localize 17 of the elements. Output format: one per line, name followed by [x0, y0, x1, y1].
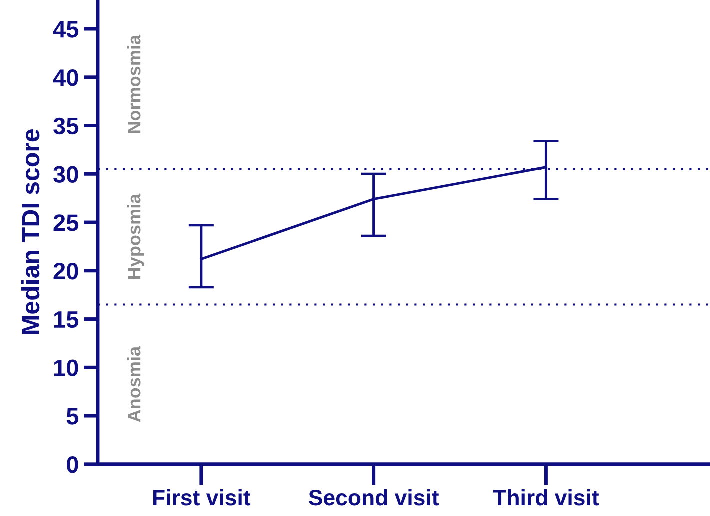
- y-axis-title: Median TDI score: [21, 130, 40, 334]
- x-tick-label: First visit: [154, 489, 251, 506]
- y-tick-label: 35: [54, 118, 79, 135]
- y-tick-label: 5: [66, 408, 79, 425]
- y-tick-label: 25: [54, 214, 79, 232]
- y-tick-label: 0: [67, 456, 78, 474]
- y-tick-label: 40: [53, 69, 78, 86]
- y-tick-label: 15: [54, 312, 79, 328]
- annotation: Anosmia: [127, 346, 141, 422]
- x-tick-label: Second visit: [309, 489, 440, 506]
- x-tick-label: Third visit: [493, 489, 600, 506]
- y-tick-label: 20: [54, 262, 78, 280]
- annotation: Normosmia: [127, 34, 141, 134]
- annotation: Hyposmia: [127, 194, 144, 279]
- y-tick-label: 10: [54, 360, 78, 376]
- y-tick-label: 30: [54, 166, 78, 183]
- y-tick-label: 45: [53, 21, 79, 38]
